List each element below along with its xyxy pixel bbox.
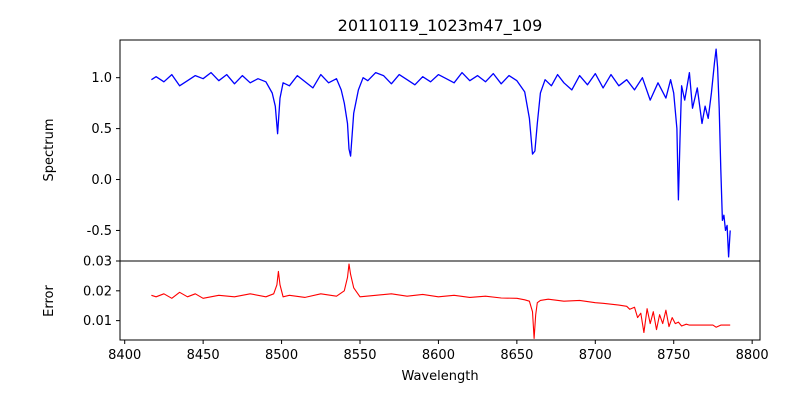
y-tick-label: 0.01 <box>83 314 112 329</box>
spectrum-series-line <box>151 48 731 258</box>
x-tick-label: 8500 <box>265 348 298 363</box>
y-tick-label: 0.0 <box>91 173 112 188</box>
x-tick-label: 8750 <box>657 348 690 363</box>
spectrum-y-axis: -0.5 0.0 0.5 1.0 <box>87 71 120 239</box>
chart-title: 20110119_1023m47_109 <box>338 16 543 36</box>
error-series-line <box>151 263 731 340</box>
spectrum-panel: -0.5 0.0 0.5 1.0 Spectrum <box>42 39 761 262</box>
error-panel-frame <box>119 260 761 341</box>
x-tick-label: 8700 <box>579 348 612 363</box>
x-tick-label: 8800 <box>736 348 769 363</box>
x-tick-label: 8400 <box>108 348 141 363</box>
error-panel: 0.01 0.02 0.03 8400 8450 8500 8550 8600 8650 870… <box>42 255 769 385</box>
x-tick-label: 8650 <box>500 348 533 363</box>
wavelength-x-axis: 8400 8450 8500 8550 8600 8650 8700 8750 8800 <box>108 340 769 363</box>
x-axis-label: Wavelength <box>401 369 478 384</box>
x-tick-label: 8600 <box>422 348 455 363</box>
y-tick-label: 0.02 <box>83 284 112 299</box>
y-tick-label: 0.5 <box>91 122 112 137</box>
y-tick-label: 0.03 <box>83 255 112 270</box>
spectrum-y-axis-label: Spectrum <box>42 119 57 182</box>
error-y-axis: 0.01 0.02 0.03 <box>83 255 120 329</box>
x-tick-label: 8550 <box>343 348 376 363</box>
y-tick-label: 1.0 <box>91 71 112 86</box>
error-y-axis-label: Error <box>42 285 57 317</box>
x-tick-label: 8450 <box>187 348 220 363</box>
y-tick-label: -0.5 <box>87 224 112 239</box>
